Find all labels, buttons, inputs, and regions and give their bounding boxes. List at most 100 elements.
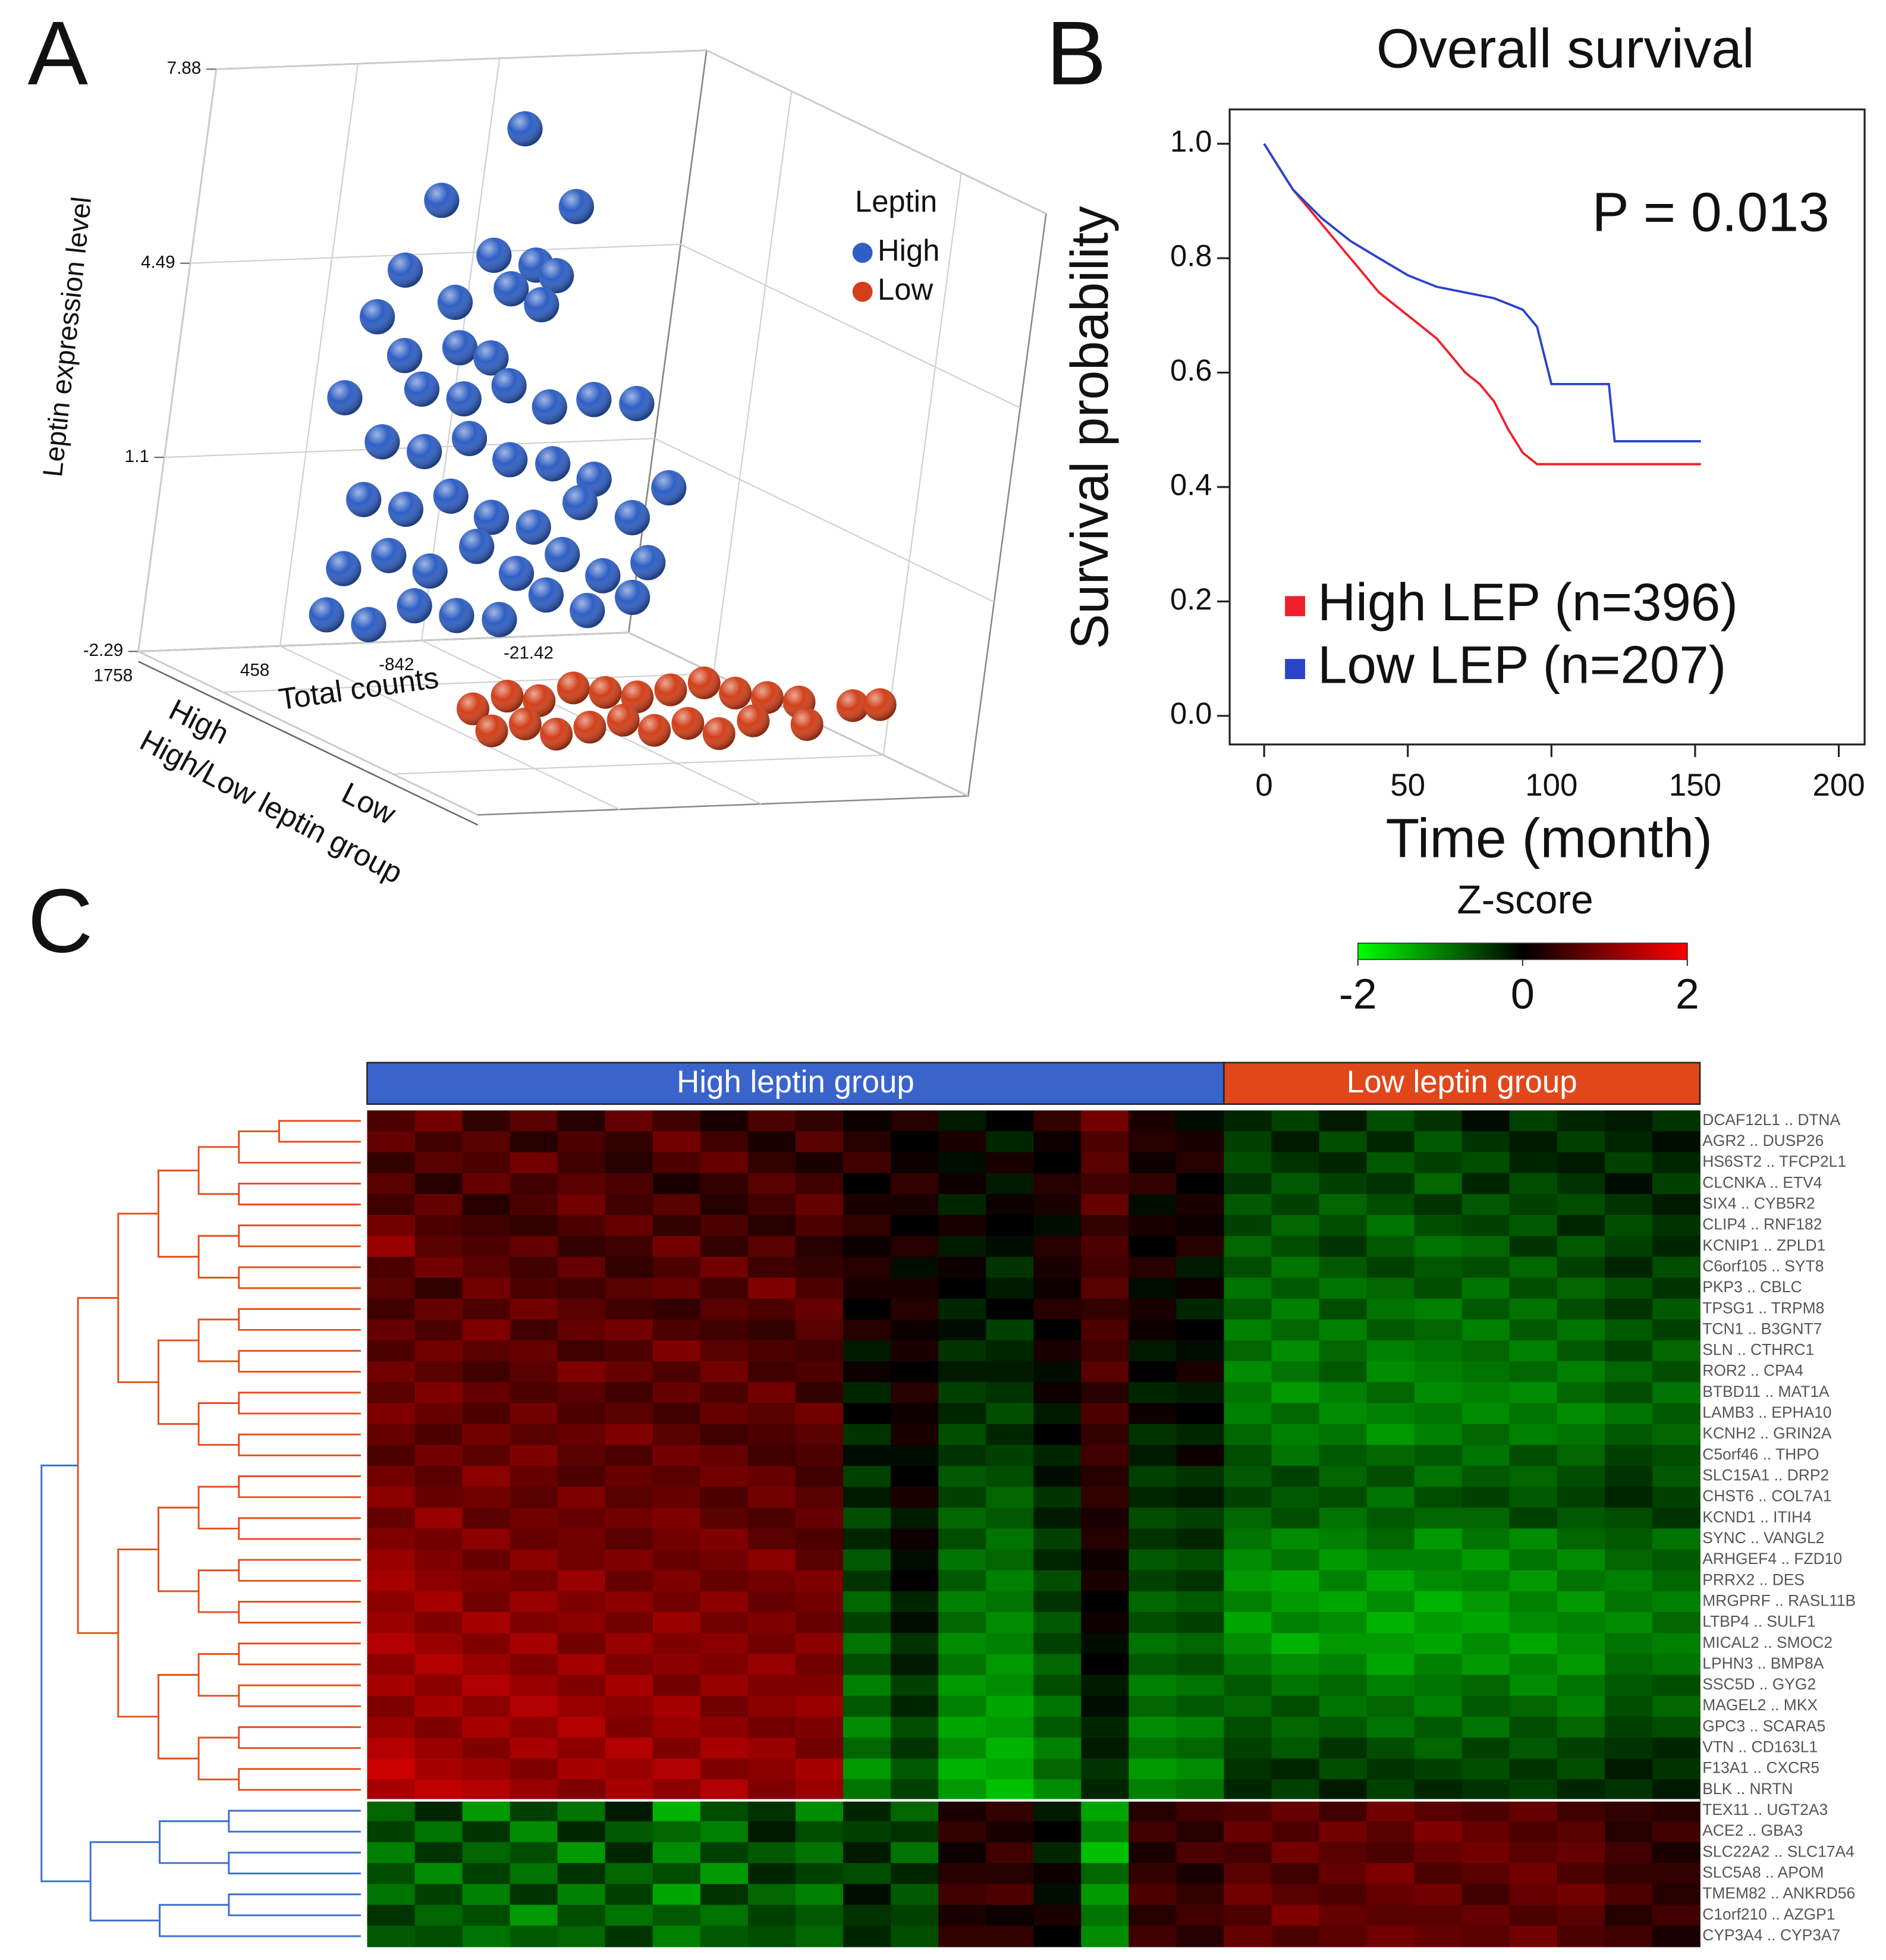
heat-cell [557,1926,606,1948]
heat-cell [652,1905,701,1927]
heat-cell [462,1612,511,1634]
panel-label: C [28,871,93,972]
heat-cell [1271,1319,1320,1341]
heat-cell [700,1758,749,1780]
legend-marker [852,281,873,302]
heat-cell [510,1549,558,1571]
heat-cell [843,1257,891,1279]
heat-cell [747,1528,796,1550]
heat-cell [747,1298,796,1320]
row-label: MICAL2 .. SMOC2 [1702,1634,1832,1651]
heat-cell [605,1110,653,1132]
heat-cell [414,1926,463,1948]
heat-cell [1129,1570,1177,1592]
heat-cell [891,1884,939,1906]
heat-cell [1557,1905,1605,1927]
y-tick-label: 0.2 [1170,582,1212,616]
heat-cell [1081,1926,1130,1948]
heat-cell [1081,1654,1130,1676]
row-label: PRRX2 .. DES [1702,1570,1805,1588]
heat-cell [1129,1319,1177,1341]
heat-cell [510,1361,558,1383]
heat-cell [986,1528,1035,1550]
heat-cell [1319,1424,1368,1446]
heat-cell [605,1487,653,1509]
heat-cell [1081,1424,1130,1446]
colorbar-tick-label: 0 [1511,970,1535,1018]
heat-cell [1271,1193,1320,1215]
heat-cell [1176,1737,1225,1759]
heat-cell [1557,1716,1605,1738]
heat-cell [510,1612,558,1634]
heat-cell [1081,1131,1130,1153]
heat-cell [1176,1779,1225,1801]
heat-cell [986,1487,1035,1509]
row-label: CYP3A4 .. CYP3A7 [1702,1926,1840,1944]
heat-cell [1366,1319,1415,1341]
heat-cell [1557,1633,1605,1655]
bubble [446,381,482,417]
heat-cell [1271,1152,1320,1174]
heat-cell [1224,1884,1272,1906]
heat-cell [510,1905,558,1927]
heat-cell [843,1131,891,1153]
heat-cell [1604,1110,1653,1132]
heat-cell [1604,1465,1653,1487]
heat-cell [652,1298,701,1320]
heat-cell [652,1403,701,1425]
heat-cell [1557,1821,1605,1843]
heat-cell [1366,1528,1415,1550]
heat-cell [1557,1487,1605,1509]
heat-cell [414,1382,463,1404]
x-axis-label: Time (month) [1385,807,1712,869]
heat-cell [1366,1424,1415,1446]
heat-cell [1366,1444,1415,1466]
row-label: PKP3 .. CBLC [1702,1278,1802,1296]
heat-cell [1129,1591,1177,1613]
heat-cell [1461,1444,1510,1466]
heat-cell [1271,1382,1320,1404]
heat-cell [510,1926,558,1948]
heat-cell [938,1236,987,1258]
heat-cell [1366,1236,1415,1258]
heat-cell [747,1675,796,1697]
heat-cell [1604,1173,1653,1195]
heat-cell [605,1340,653,1362]
heat-cell [1461,1716,1510,1738]
heat-cell [700,1215,749,1237]
heat-cell [891,1131,939,1153]
heat-cell [367,1842,416,1864]
heat-cell [938,1465,987,1487]
x-tick-label: 100 [1525,768,1577,803]
heat-cell [1414,1633,1463,1655]
axis-line [138,661,479,826]
heat-cell [1319,1236,1368,1258]
bubble [388,491,424,527]
bubble [424,183,460,218]
heat-cell [1604,1298,1653,1320]
heat-cell [1461,1675,1510,1697]
heat-cell [1176,1695,1225,1717]
heat-cell [1604,1403,1653,1425]
heat-cell [1129,1215,1177,1237]
heat-cell [1224,1716,1272,1738]
heat-cell [1414,1319,1463,1341]
heat-cell [1509,1695,1558,1717]
heat-cell [557,1737,606,1759]
heat-cell [1652,1193,1700,1215]
y-tick-label: 0.4 [1170,467,1212,501]
heat-cell [700,1842,749,1864]
heat-cell [1414,1779,1463,1801]
grid-line [164,438,995,603]
heat-cell [652,1110,701,1132]
heat-cell [795,1842,844,1864]
heat-cell [1176,1257,1225,1279]
heat-cell [652,1193,701,1215]
heat-cell [605,1842,653,1864]
heat-cell [1033,1277,1082,1299]
heat-cell [557,1152,606,1174]
heat-cell [938,1821,987,1843]
heat-cell [462,1884,511,1906]
heat-cell [1509,1152,1558,1174]
heat-cell [557,1842,606,1864]
